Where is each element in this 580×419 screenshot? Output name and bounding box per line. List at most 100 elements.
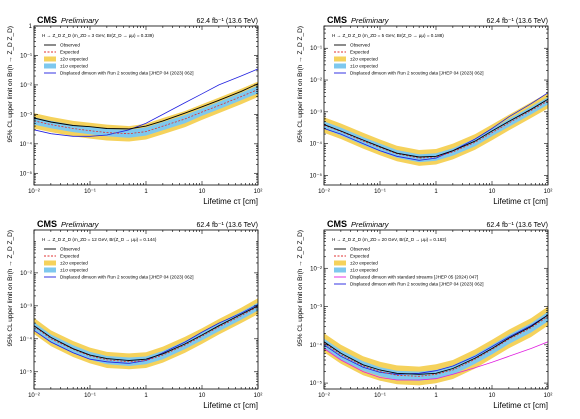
band-1sigma (34, 85, 258, 138)
preliminary-label: Preliminary (61, 220, 100, 229)
series-line-observed (324, 314, 548, 375)
process-label: H → Z_D Z_D (m_ZD = 20 GeV, Br(Z_D → μμ)… (332, 237, 447, 242)
preliminary-label: Preliminary (351, 220, 390, 229)
legend-entry: ±1σ expected (60, 268, 88, 273)
series-line-expected (324, 316, 548, 377)
series-line-observed (34, 83, 258, 130)
series-line-observed (324, 98, 548, 158)
legend-swatch-band2 (44, 56, 56, 62)
lumi-label: 62.4 fb⁻¹ (13.6 TeV) (196, 18, 258, 25)
y-tick-label: 10⁻⁵ (310, 380, 323, 387)
legend-entry: Displaced dimuon with standard streams [… (350, 275, 478, 280)
chart-panel-2: 10⁻² 10⁻¹ 1 10 10² 10⁻⁵ 10⁻⁴ 10⁻³ 10⁻² 10⁻¹ Lifeti… (297, 15, 552, 206)
legend-entry: Observed (350, 247, 370, 252)
y-tick-label: 10⁻⁴ (310, 342, 323, 349)
legend-entry: Displaced dimuon with Run 2 scouting dat… (60, 71, 193, 76)
x-axis-label: Lifetime cτ [cm] (493, 401, 548, 410)
legend-entry: ±2σ expected (60, 57, 88, 62)
legend-entry: Expected (60, 50, 80, 55)
plot-area (324, 92, 548, 166)
x-tick-label: 10 (199, 393, 206, 399)
plot-area (34, 68, 258, 142)
x-tick-label: 10⁻² (318, 189, 330, 195)
cms-label: CMS (37, 15, 57, 25)
y-tick-label: 10⁻² (20, 83, 32, 89)
y-tick-label: 10⁻³ (310, 110, 322, 116)
legend-entry: ±2σ expected (350, 57, 378, 62)
band-1sigma (324, 97, 548, 163)
x-tick-label: 10⁻² (318, 393, 330, 399)
legend-swatch-band1 (44, 267, 56, 273)
y-tick-label: 10⁻² (20, 271, 32, 277)
y-tick-label: 10⁻⁵ (310, 172, 323, 179)
legend-entry: Observed (60, 247, 80, 252)
series-line-run2 (34, 68, 258, 137)
legend-swatch-band2 (44, 260, 56, 266)
x-tick-label: 10⁻² (28, 189, 40, 195)
legend-swatch-band1 (44, 63, 56, 69)
legend-entry: Expected (350, 254, 370, 259)
x-tick-label: 10² (544, 189, 553, 195)
x-axis-label: Lifetime cτ [cm] (203, 197, 258, 206)
series-line-expected (34, 89, 258, 135)
x-tick-label: 10 (489, 393, 496, 399)
legend-swatch-band2 (334, 260, 346, 266)
x-tick-label: 10² (254, 393, 263, 399)
y-tick-label: 10⁻³ (310, 305, 322, 311)
preliminary-label: Preliminary (351, 16, 390, 25)
band-2sigma (324, 306, 548, 386)
legend-entry: Expected (350, 50, 370, 55)
legend-swatch-band1 (334, 63, 346, 69)
chart-panel-3: 10⁻² 10⁻¹ 1 10 10² 10⁻⁵ 10⁻⁴ 10⁻³ 10⁻² Lifetime c… (7, 219, 262, 410)
y-tick-label: 10⁻⁵ (20, 170, 33, 177)
plot-area (324, 306, 548, 386)
y-tick-label: 10⁻³ (20, 112, 32, 118)
process-label: H → Z_D Z_D (m_ZD = 5 GeV, Br(Z_D → μμ) … (332, 33, 444, 38)
legend-entry: ±2σ expected (60, 261, 88, 266)
band-2sigma (34, 298, 258, 370)
y-tick-label: 10⁻¹ (20, 53, 32, 59)
cms-label: CMS (37, 219, 57, 229)
process-label: H → Z_D Z_D (m_ZD = 12 GeV, Br(Z_D → μμ)… (42, 237, 157, 242)
legend-entry: Displaced dimuon with Run 2 scouting dat… (60, 275, 193, 280)
series-line-run2 (324, 314, 548, 375)
y-axis-label: 95% CL upper limit on Br(h → Z_D Z_D) (7, 230, 14, 346)
legend-entry: ±1σ expected (60, 64, 88, 69)
y-tick-label: 10⁻¹ (310, 46, 322, 52)
cms-label: CMS (327, 219, 347, 229)
y-tick-label: 10⁻⁵ (20, 369, 33, 376)
x-tick-label: 10 (199, 189, 206, 195)
x-tick-label: 10² (544, 393, 553, 399)
preliminary-label: Preliminary (61, 16, 100, 25)
series-line-expected (34, 306, 258, 363)
x-axis-label: Lifetime cτ [cm] (493, 197, 548, 206)
band-1sigma (324, 311, 548, 381)
x-tick-label: 10⁻¹ (84, 393, 96, 399)
legend-entry: ±1σ expected (350, 64, 378, 69)
legend-swatch-band1 (334, 267, 346, 273)
legend-entry: Expected (60, 254, 80, 259)
lumi-label: 62.4 fb⁻¹ (13.6 TeV) (196, 222, 258, 229)
y-tick-label: 10⁻⁴ (20, 141, 33, 148)
x-axis-label: Lifetime cτ [cm] (203, 401, 258, 410)
x-tick-label: 1 (434, 189, 438, 195)
legend-swatch-band2 (334, 56, 346, 62)
y-axis-label: 95% CL upper limit on Br(h → Z_D Z_D) (297, 230, 304, 346)
x-tick-label: 1 (434, 393, 438, 399)
x-tick-label: 10⁻¹ (374, 189, 386, 195)
series-line-observed (34, 305, 258, 361)
lumi-label: 62.4 fb⁻¹ (13.6 TeV) (486, 18, 548, 25)
x-tick-label: 10⁻² (28, 393, 40, 399)
plot-area (34, 298, 258, 370)
y-axis-label: 95% CL upper limit on Br(h → Z_D Z_D) (297, 26, 304, 142)
process-label: H → Z_D Z_D (m_ZD = 3 GeV, Br(Z_D → μμ) … (42, 33, 154, 38)
legend-entry: Displaced dimuon with Run 2 scouting dat… (350, 282, 483, 287)
x-tick-label: 10⁻¹ (374, 393, 386, 399)
x-tick-label: 1 (144, 189, 148, 195)
legend-entry: Observed (60, 43, 80, 48)
x-tick-label: 10 (489, 189, 496, 195)
y-tick-label: 10⁻² (310, 266, 322, 272)
y-tick-label: 10⁻⁴ (20, 336, 33, 343)
chart-panel-1: 10⁻² 10⁻¹ 1 10 10² 10⁻⁵ 10⁻⁴ 10⁻³ 10⁻² 10⁻¹ 1 Lifet… (7, 15, 262, 206)
